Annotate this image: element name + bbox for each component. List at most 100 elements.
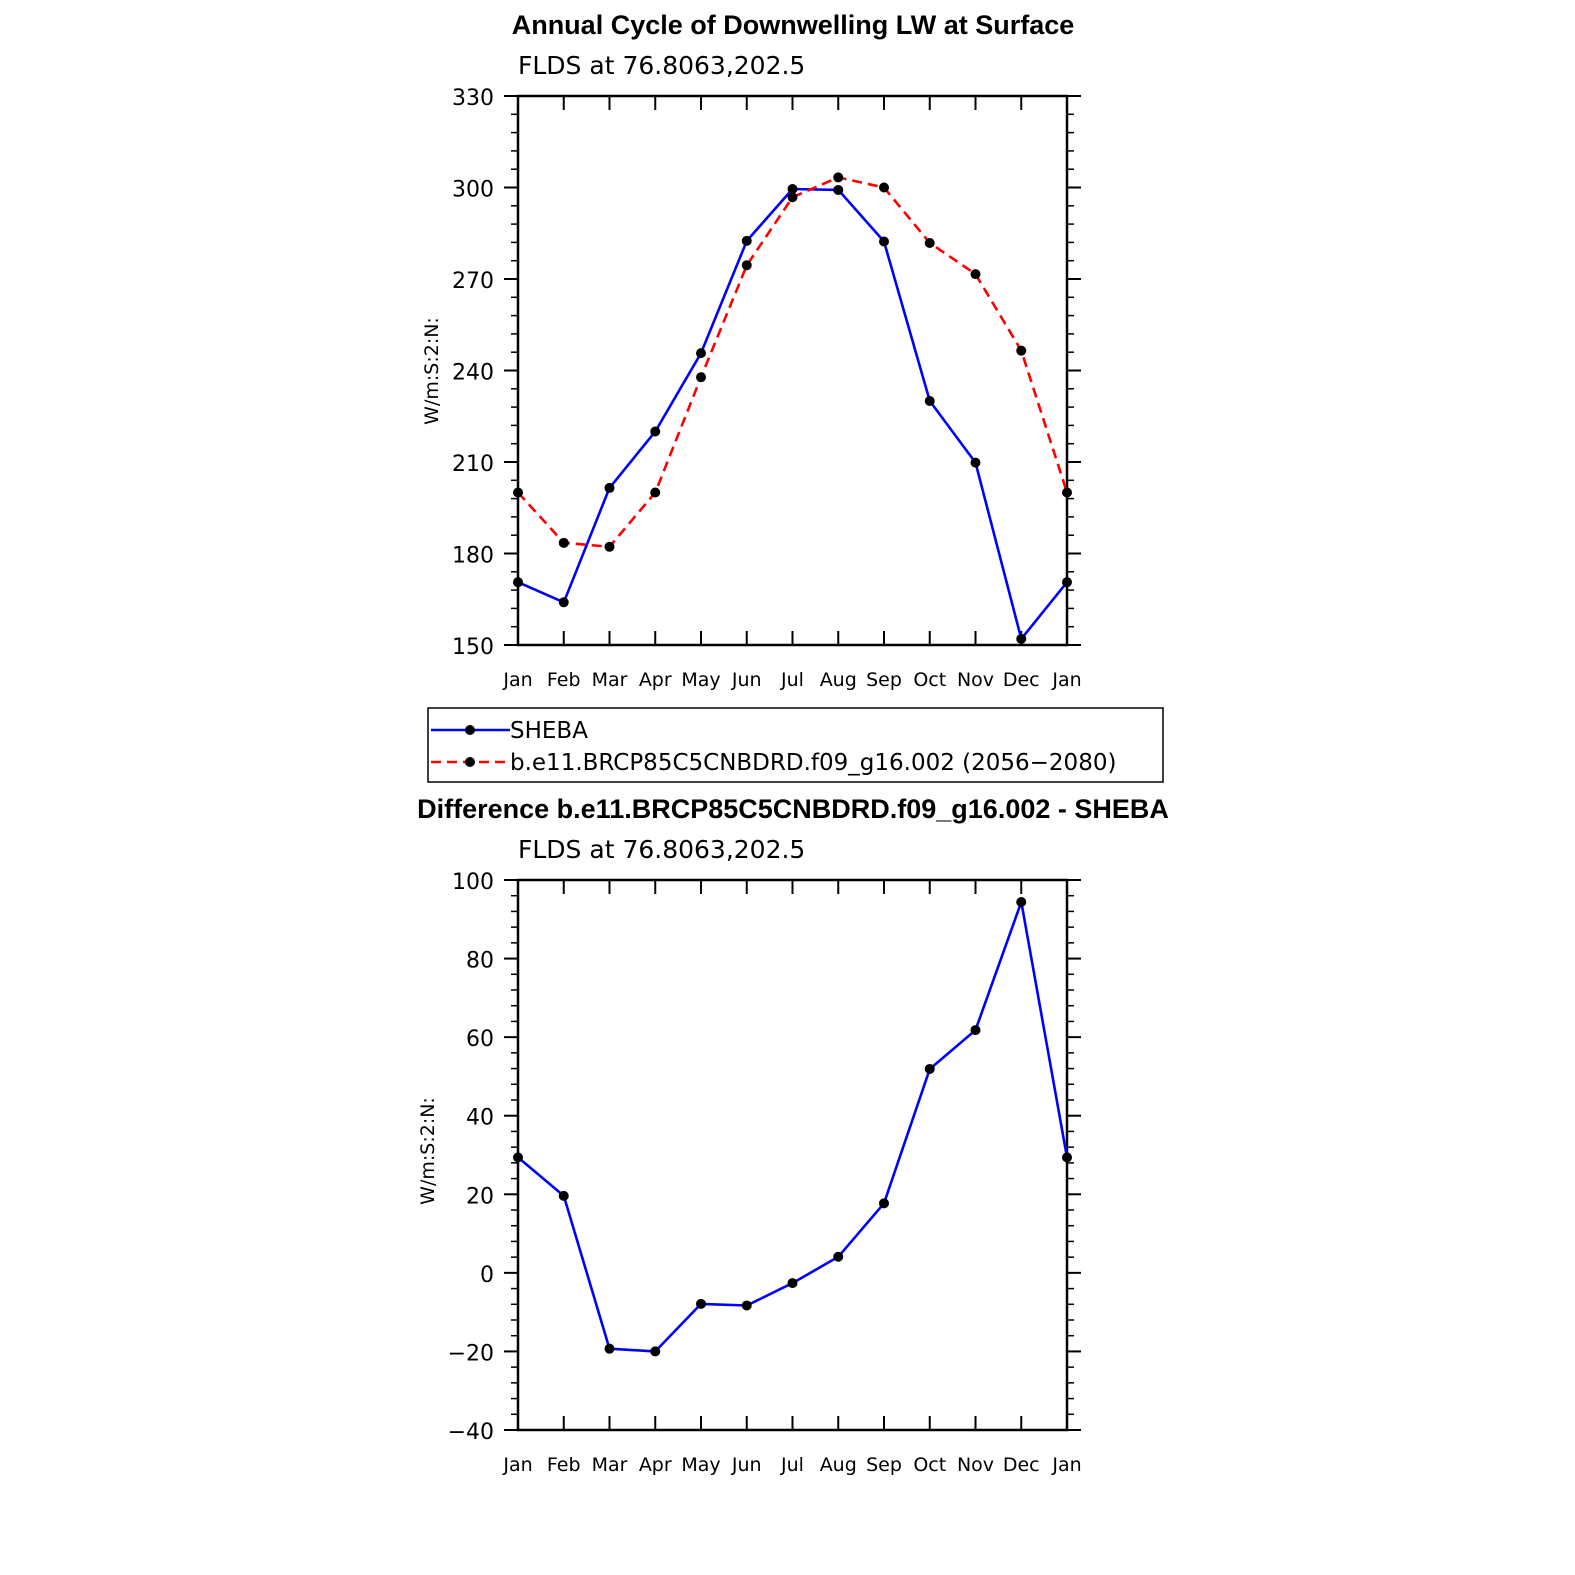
x-tick-label: Feb — [547, 1454, 581, 1476]
data-point — [1016, 897, 1027, 907]
plot-area: Jan Feb Mar Apr May Jun Jul Aug Sep Oct Nov Dec Jan−… — [448, 870, 1082, 1476]
legend-label-model: b.e11.BRCP85C5CNBDRD.f09_g16.002 (2056−2… — [510, 750, 1116, 776]
chart-title: Difference b.e11.BRCP85C5CNBDRD.f09_g16.… — [417, 794, 1169, 824]
data-point — [1062, 577, 1072, 588]
y-axis-label: W/m:S:2:N: — [421, 317, 443, 425]
data-point — [970, 1025, 981, 1036]
data-point — [558, 597, 569, 608]
y-tick-label: 150 — [452, 635, 494, 660]
data-point — [604, 541, 615, 552]
data-point — [787, 1278, 798, 1289]
x-tick-label: May — [681, 669, 720, 691]
data-point — [1062, 1152, 1072, 1163]
data-point — [558, 537, 569, 548]
x-tick-label: Jan — [502, 1454, 532, 1476]
x-tick-label: Jun — [731, 669, 762, 691]
y-tick-label: 80 — [466, 949, 494, 974]
data-point — [513, 487, 523, 498]
y-tick-label: 240 — [452, 361, 494, 386]
chart-difference: Difference b.e11.BRCP85C5CNBDRD.f09_g16.… — [417, 794, 1169, 1476]
y-tick-label: 20 — [466, 1184, 494, 1209]
y-tick-label: 210 — [452, 452, 494, 477]
plot-frame — [516, 878, 1069, 1432]
x-tick-label: Mar — [592, 669, 628, 691]
data-point — [924, 1063, 935, 1074]
y-tick-label: 180 — [452, 544, 494, 569]
data-point — [879, 1198, 889, 1209]
data-point — [696, 348, 706, 359]
series-line-1 — [517, 176, 1069, 549]
plot-frame — [516, 94, 1069, 647]
y-tick-label: 100 — [452, 870, 494, 895]
data-point — [741, 260, 752, 271]
x-tick-label: Jul — [780, 1454, 804, 1476]
data-point — [1016, 345, 1027, 356]
x-tick-label: Dec — [1003, 669, 1040, 691]
x-tick-label: Sep — [866, 669, 902, 691]
data-point — [741, 1300, 752, 1311]
y-axis-label: W/m:S:2:N: — [417, 1097, 439, 1205]
data-point — [741, 235, 752, 246]
x-tick-label: Apr — [639, 669, 672, 691]
data-point — [833, 184, 844, 195]
data-point — [513, 577, 523, 588]
data-point — [1016, 633, 1027, 644]
data-point — [924, 238, 935, 249]
y-tick-label: 0 — [480, 1263, 494, 1288]
data-point — [696, 372, 706, 383]
legend-marker-sheba — [465, 725, 475, 735]
chart-title: Annual Cycle of Downwelling LW at Surfac… — [512, 10, 1075, 40]
data-point — [513, 1152, 523, 1163]
data-point — [970, 269, 981, 280]
y-tick-label: 270 — [452, 269, 494, 294]
data-point — [650, 487, 661, 498]
legend-box — [427, 707, 1164, 783]
x-tick-label: Aug — [820, 1454, 857, 1476]
data-point — [650, 426, 661, 437]
x-tick-label: Jan — [1051, 1454, 1081, 1476]
x-tick-label: Jan — [1051, 669, 1081, 691]
legend-label-sheba: SHEBA — [510, 718, 588, 744]
x-tick-label: Oct — [913, 669, 946, 691]
data-point — [1062, 487, 1072, 498]
data-point — [924, 396, 935, 406]
y-tick-label: 60 — [466, 1027, 494, 1052]
y-tick-label: 40 — [466, 1106, 494, 1131]
data-point — [833, 172, 844, 183]
x-tick-label: Jan — [502, 669, 532, 691]
data-point — [879, 236, 889, 247]
x-tick-label: Jun — [731, 1454, 762, 1476]
data-point — [833, 1251, 844, 1262]
x-tick-label: Nov — [957, 669, 994, 691]
data-point — [696, 1298, 706, 1309]
x-tick-label: Oct — [913, 1454, 946, 1476]
data-point — [558, 1190, 569, 1201]
data-point — [787, 184, 798, 195]
x-tick-label: Nov — [957, 1454, 994, 1476]
chart-annual-cycle: Annual Cycle of Downwelling LW at Surfac… — [421, 10, 1164, 783]
legend: SHEBA b.e11.BRCP85C5CNBDRD.f09_g16.002 (… — [427, 707, 1164, 783]
x-tick-label: Jul — [780, 669, 804, 691]
chart-subtitle: FLDS at 76.8063,202.5 — [518, 51, 805, 80]
x-tick-label: Aug — [820, 669, 857, 691]
x-tick-label: Feb — [547, 669, 581, 691]
series-line-0 — [517, 187, 1069, 641]
data-point — [787, 192, 798, 203]
data-point — [604, 482, 615, 493]
x-tick-label: May — [681, 1454, 720, 1476]
y-tick-label: 300 — [452, 178, 494, 203]
x-tick-label: Mar — [592, 1454, 628, 1476]
x-tick-label: Sep — [866, 1454, 902, 1476]
x-tick-label: Dec — [1003, 1454, 1040, 1476]
y-tick-label: 330 — [452, 86, 494, 111]
x-tick-label: Apr — [639, 1454, 672, 1476]
data-point — [970, 457, 981, 468]
chart-subtitle: FLDS at 76.8063,202.5 — [518, 835, 805, 864]
plot-area: Jan Feb Mar Apr May Jun Jul Aug Sep Oct Nov Dec Jan 1… — [452, 86, 1082, 691]
data-point — [650, 1346, 661, 1357]
data-point — [879, 182, 889, 193]
legend-marker-model — [465, 757, 475, 767]
y-tick-label: −40 — [448, 1420, 494, 1445]
data-point — [604, 1343, 615, 1354]
